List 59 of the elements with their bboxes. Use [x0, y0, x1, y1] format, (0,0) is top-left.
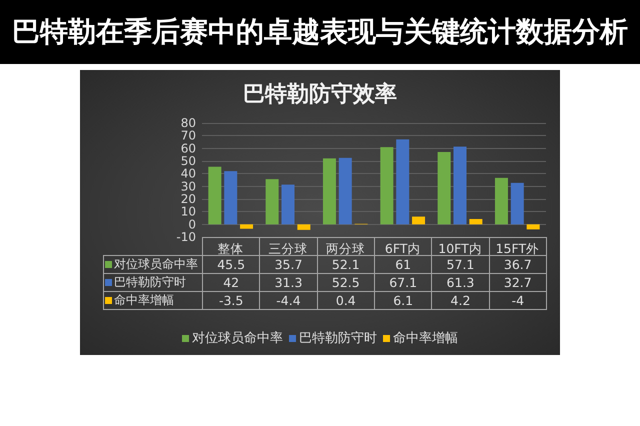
x-tick-label: 两分球	[326, 241, 365, 256]
data-label: 42	[202, 274, 260, 292]
data-label: 61.3	[432, 274, 490, 292]
data-label: 45.5	[202, 256, 260, 274]
y-tick-label: 20	[180, 192, 196, 206]
bar	[412, 216, 426, 224]
chart-title: 巴特勒防守效率	[243, 81, 397, 107]
data-label: 36.7	[489, 256, 546, 274]
y-tick-label: 60	[180, 141, 196, 156]
legend-label: 对位球员命中率	[104, 256, 202, 274]
bar	[208, 166, 222, 224]
text: 巴特勒防守时	[299, 331, 377, 346]
data-label: -4	[489, 292, 546, 310]
text: 对位球员命中率	[192, 331, 283, 346]
bar	[224, 171, 238, 224]
bar	[266, 179, 279, 224]
data-label: 67.1	[374, 274, 432, 292]
bar	[297, 224, 310, 230]
y-tick-label: 30	[180, 179, 196, 194]
bar	[510, 182, 524, 224]
data-label: 4.2	[432, 292, 490, 310]
data-label: 52.5	[317, 274, 374, 292]
bar	[494, 178, 508, 224]
y-tick-label: -10	[176, 230, 196, 244]
y-tick-label: 70	[180, 128, 196, 143]
y-tick-label: 80	[180, 116, 196, 130]
x-tick-label: 6FT内	[384, 241, 420, 256]
text: 巴特勒在季后赛中的卓越表现与关键统计数据分析	[0, 0, 640, 64]
y-tick-label: 10	[180, 204, 196, 219]
x-tick-label: 三分球	[268, 241, 308, 256]
data-label: 6.1	[374, 292, 432, 310]
legend-label: 命中率增幅	[104, 292, 202, 310]
y-tick-label: 0	[188, 217, 196, 232]
data-label: 57.1	[432, 256, 490, 274]
bar	[282, 184, 294, 224]
y-tick-label: 40	[180, 166, 196, 181]
y-tick-label: 50	[180, 154, 196, 168]
data-label: 35.7	[260, 256, 318, 274]
data-label: -3.5	[202, 292, 260, 310]
bar	[240, 224, 254, 229]
x-tick-label: 整体	[218, 241, 244, 256]
data-label: 0.4	[317, 292, 374, 310]
x-tick-label: 10FT内	[438, 241, 482, 256]
data-label: 61	[374, 256, 432, 274]
bar	[526, 224, 540, 230]
legend-label: 巴特勒防守时	[104, 274, 202, 292]
data-label: 52.1	[317, 256, 374, 274]
bar	[338, 158, 352, 224]
bar	[469, 219, 482, 224]
bar	[396, 139, 410, 224]
text: 命中率增幅	[393, 331, 458, 346]
data-label: -4.4	[260, 292, 318, 310]
x-tick-label: 15FT外	[496, 241, 540, 256]
data-label: 31.3	[260, 274, 318, 292]
data-label: 32.7	[489, 274, 546, 292]
bar	[380, 147, 394, 224]
bar	[438, 152, 451, 224]
bar	[454, 146, 466, 224]
bar	[322, 158, 336, 224]
